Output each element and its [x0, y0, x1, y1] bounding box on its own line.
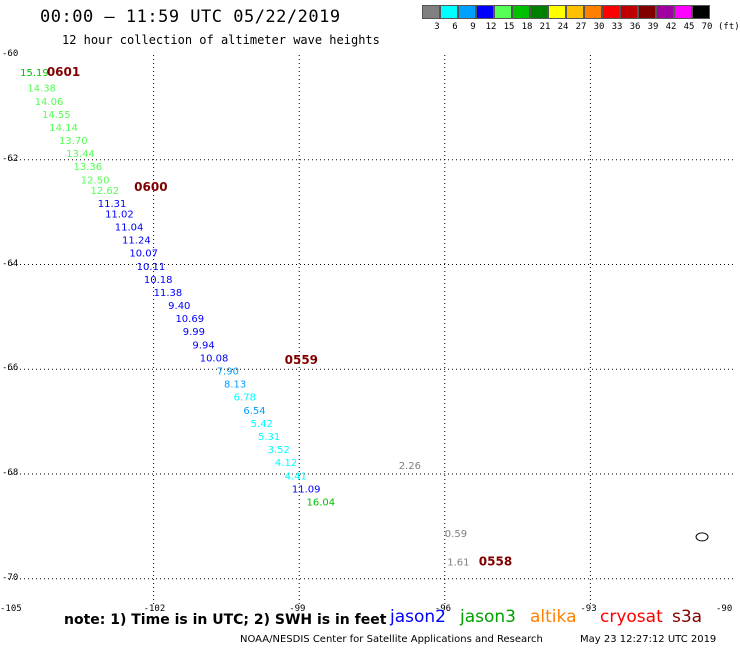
latitude-tick-label: -66	[2, 363, 19, 374]
scale-label: 30	[593, 22, 605, 32]
wave-height-point: 14.55	[42, 110, 71, 121]
wave-height-point: 14.14	[49, 123, 78, 134]
scale-label: 36	[629, 22, 641, 32]
wave-height-point: 12.50	[81, 175, 110, 186]
wave-height-point: 4.41	[285, 471, 307, 482]
scale-swatch	[494, 5, 512, 19]
wave-height-point: 11.04	[115, 222, 144, 233]
latitude-tick-label: -60	[2, 49, 19, 59]
island-outline	[695, 532, 709, 542]
wave-height-point: 10.08	[200, 353, 229, 364]
wave-height-point: 0.59	[445, 529, 467, 540]
wave-height-point: 11.24	[122, 236, 151, 247]
wave-height-point: 10.11	[137, 262, 166, 273]
scale-swatch	[440, 5, 458, 19]
time-label: 0559	[285, 353, 318, 367]
wave-height-point: 3.52	[268, 445, 290, 456]
map-subtitle: 12 hour collection of altimeter wave hei…	[62, 33, 380, 47]
scale-label: 18	[521, 22, 533, 32]
longitude-tick-label: -96	[434, 604, 452, 614]
scale-unit-label: (ft)	[718, 22, 740, 32]
wave-height-point: 12.62	[91, 186, 120, 197]
longitude-tick-label: -93	[580, 604, 597, 614]
scale-label: 9	[470, 22, 476, 32]
wave-height-point: 10.18	[144, 275, 173, 286]
time-label: 0558	[479, 555, 512, 569]
scale-swatch	[692, 5, 710, 19]
scale-label: 21	[539, 22, 551, 32]
wave-height-point: 15.19	[20, 68, 49, 79]
wave-height-point: 13.70	[59, 136, 88, 147]
wave-height-point: 14.06	[35, 97, 64, 108]
wave-height-point: 2.26	[399, 461, 421, 472]
wave-height-point: 13.36	[74, 162, 103, 173]
satellite-altika-label: altika	[530, 607, 577, 627]
satellite-s3a-label: s3a	[672, 607, 703, 627]
scale-swatch	[512, 5, 530, 19]
footer-note: note: 1) Time is in UTC; 2) SWH is in fe…	[64, 612, 387, 628]
wave-height-point: 11.09	[292, 484, 321, 495]
wave-height-point: 1.61	[447, 558, 469, 569]
scale-label: 15	[503, 22, 515, 32]
scale-label: 42	[665, 22, 677, 32]
wave-height-point: 6.54	[243, 406, 265, 417]
wave-height-point: 10.07	[129, 249, 158, 260]
scale-swatch	[584, 5, 602, 19]
scale-swatch	[620, 5, 638, 19]
wave-height-point: 7.90	[217, 367, 239, 378]
wave-height-point: 11.38	[154, 288, 183, 299]
wave-height-point: 9.40	[168, 301, 190, 312]
scale-label: 6	[452, 22, 458, 32]
scale-label: 12	[485, 22, 497, 32]
wave-height-point: 6.78	[234, 393, 256, 404]
scale-swatch	[458, 5, 476, 19]
wave-height-point: 5.42	[251, 419, 273, 430]
scale-swatch	[422, 5, 440, 19]
wave-height-point: 16.04	[306, 497, 335, 508]
time-label: 0600	[134, 180, 167, 194]
scale-label: 27	[575, 22, 587, 32]
latitude-tick-label: -68	[2, 468, 19, 479]
time-label: 0601	[47, 65, 80, 79]
scale-swatch	[566, 5, 584, 19]
wave-height-map: 15.19 14.38 14.06 14.55 14.14 13.70 13.44 13.36…	[8, 55, 736, 605]
scale-label: 33	[611, 22, 623, 32]
scale-label: 3	[434, 22, 440, 32]
satellite-jason3-label: jason3	[460, 607, 516, 627]
wave-height-point: 8.13	[224, 380, 246, 391]
scale-swatch	[476, 5, 494, 19]
scale-label: 45	[683, 22, 695, 32]
longitude-tick-label: -105	[0, 604, 22, 614]
scale-label: 24	[557, 22, 569, 32]
scale-label: 70	[701, 22, 713, 32]
scale-swatch	[638, 5, 656, 19]
longitude-tick-label: -90	[716, 604, 733, 614]
satellite-cryosat-label: cryosat	[600, 607, 663, 627]
wave-height-point: 4.12	[275, 458, 297, 469]
wave-height-point: 11.02	[105, 209, 134, 220]
wave-height-point: 9.94	[192, 340, 214, 351]
wave-height-point: 9.99	[183, 327, 205, 338]
scale-swatch	[530, 5, 548, 19]
generation-timestamp: May 23 12:27:12 UTC 2019	[580, 634, 717, 645]
longitude-tick-label: -102	[143, 604, 166, 614]
latitude-tick-label: -62	[2, 153, 19, 164]
scale-swatch	[674, 5, 692, 19]
longitude-tick-label: -99	[289, 604, 306, 614]
map-title: 00:00 – 11:59 UTC 05/22/2019	[40, 7, 341, 27]
wave-height-point: 14.38	[27, 84, 56, 95]
scale-swatch	[548, 5, 566, 19]
scale-swatch	[656, 5, 674, 19]
wave-height-point: 13.44	[66, 149, 95, 160]
latitude-tick-label: -70	[2, 572, 19, 583]
scale-swatch	[602, 5, 620, 19]
credit-text: NOAA/NESDIS Center for Satellite Applica…	[240, 634, 543, 645]
satellite-jason2-label: jason2	[390, 607, 446, 627]
wave-height-point: 10.69	[175, 314, 204, 325]
latitude-tick-label: -64	[2, 258, 19, 269]
wave-height-point: 5.31	[258, 432, 280, 443]
scale-label: 39	[647, 22, 659, 32]
wave-height-point: 11.31	[98, 199, 127, 210]
